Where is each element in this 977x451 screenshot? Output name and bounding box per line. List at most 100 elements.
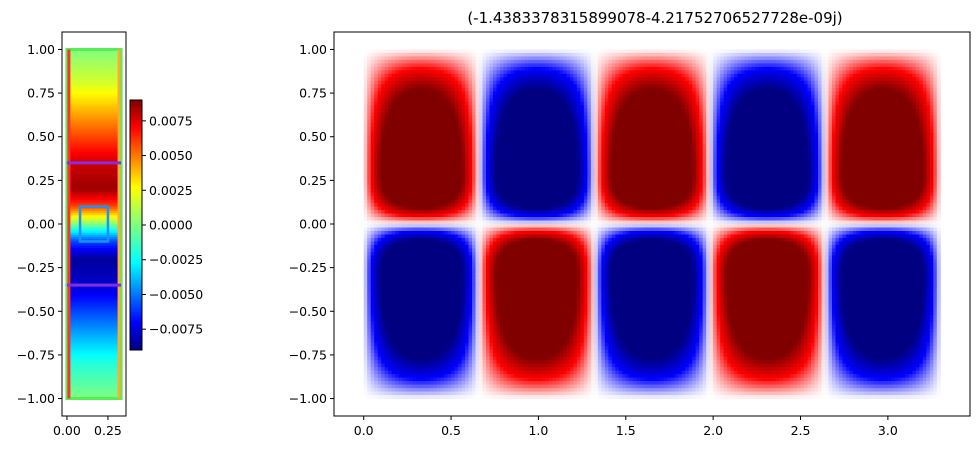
- right-field-cell: [856, 98, 861, 103]
- right-field-cell: [468, 147, 473, 152]
- right-field-cell: [377, 136, 382, 141]
- right-field-cell: [370, 77, 375, 82]
- right-field-cell: [709, 101, 714, 106]
- right-field-cell: [891, 56, 896, 61]
- right-field-cell: [636, 73, 641, 78]
- right-field-cell: [877, 87, 882, 92]
- right-field-cell: [922, 84, 927, 89]
- right-field-cell: [562, 63, 567, 68]
- right-field-cell: [783, 122, 788, 127]
- right-field-cell: [856, 80, 861, 85]
- right-field-cell: [629, 101, 634, 106]
- right-field-cell: [486, 143, 491, 148]
- right-field-cell: [859, 105, 864, 110]
- right-field-cell: [611, 126, 616, 131]
- right-field-cell: [769, 105, 774, 110]
- right-field-cell: [912, 84, 917, 89]
- right-field-cell: [363, 140, 368, 145]
- right-field-cell: [545, 77, 550, 82]
- right-field-cell: [838, 87, 843, 92]
- right-field-cell: [891, 91, 896, 96]
- right-field-cell: [866, 101, 871, 106]
- right-field-cell: [636, 84, 641, 89]
- right-field-cell: [618, 129, 623, 134]
- right-field-cell: [824, 52, 829, 57]
- right-field-cell: [727, 49, 732, 54]
- right-field-cell: [887, 119, 892, 124]
- right-field-cell: [587, 73, 592, 78]
- right-field-cell: [678, 59, 683, 64]
- right-field-cell: [472, 77, 477, 82]
- right-field-cell: [716, 59, 721, 64]
- right-field-cell: [898, 84, 903, 89]
- right-field-cell: [814, 87, 819, 92]
- right-field-cell: [447, 147, 452, 152]
- right-field-cell: [363, 87, 368, 92]
- right-field-cell: [576, 87, 581, 92]
- right-field-cell: [880, 122, 885, 127]
- right-field-cell: [929, 77, 934, 82]
- right-field-cell: [783, 136, 788, 141]
- right-field-cell: [804, 73, 809, 78]
- right-field-cell: [465, 94, 470, 99]
- right-field-cell: [852, 59, 857, 64]
- right-field-cell: [454, 101, 459, 106]
- right-field-cell: [541, 98, 546, 103]
- left-field-strip: [66, 296, 122, 299]
- right-field-cell: [814, 129, 819, 134]
- right-field-cell: [552, 129, 557, 134]
- right-field-cell: [636, 147, 641, 152]
- right-field-cell: [741, 80, 746, 85]
- right-field-cell: [824, 101, 829, 106]
- right-field-cell: [447, 77, 452, 82]
- right-field-cell: [426, 112, 431, 117]
- right-field-cell: [762, 126, 767, 131]
- right-field-cell: [880, 59, 885, 64]
- right-field-cell: [590, 122, 595, 127]
- right-field-cell: [384, 105, 389, 110]
- right-field-cell: [569, 80, 574, 85]
- right-field-cell: [755, 91, 760, 96]
- right-field-cell: [503, 63, 508, 68]
- right-field-cell: [859, 56, 864, 61]
- right-field-cell: [440, 147, 445, 152]
- right-field-cell: [821, 73, 826, 78]
- right-field-cell: [790, 133, 795, 138]
- right-field-cell: [863, 52, 868, 57]
- right-field-cell: [842, 140, 847, 145]
- right-field-cell: [751, 129, 756, 134]
- right-field-cell: [590, 136, 595, 141]
- right-field-cell: [779, 66, 784, 71]
- right-field-cell: [482, 133, 487, 138]
- right-field-cell: [692, 84, 697, 89]
- right-field-cell: [891, 73, 896, 78]
- right-field-cell: [377, 147, 382, 152]
- right-field-cell: [629, 105, 634, 110]
- left-field-strip: [66, 210, 122, 214]
- right-field-cell: [734, 73, 739, 78]
- right-field-cell: [922, 63, 927, 68]
- right-field-cell: [776, 49, 781, 54]
- right-field-cell: [458, 66, 463, 71]
- right-field-cell: [433, 112, 438, 117]
- right-field-cell: [636, 49, 641, 54]
- right-field-cell: [688, 136, 693, 141]
- right-field-cell: [503, 66, 508, 71]
- right-field-cell: [804, 126, 809, 131]
- right-field-cell: [671, 140, 676, 145]
- right-field-cell: [534, 73, 539, 78]
- right-field-cell: [562, 80, 567, 85]
- right-field-cell: [674, 140, 679, 145]
- right-field-cell: [541, 140, 546, 145]
- right-field-cell: [374, 129, 379, 134]
- right-field-cell: [713, 126, 718, 131]
- right-field-cell: [559, 80, 564, 85]
- right-field-cell: [800, 63, 805, 68]
- right-field-cell: [615, 129, 620, 134]
- right-field-cell: [685, 140, 690, 145]
- right-field-cell: [580, 129, 585, 134]
- right-field-cell: [681, 56, 686, 61]
- right-field-cell: [493, 59, 497, 64]
- right-field-cell: [636, 59, 641, 64]
- right-field-cell: [545, 56, 550, 61]
